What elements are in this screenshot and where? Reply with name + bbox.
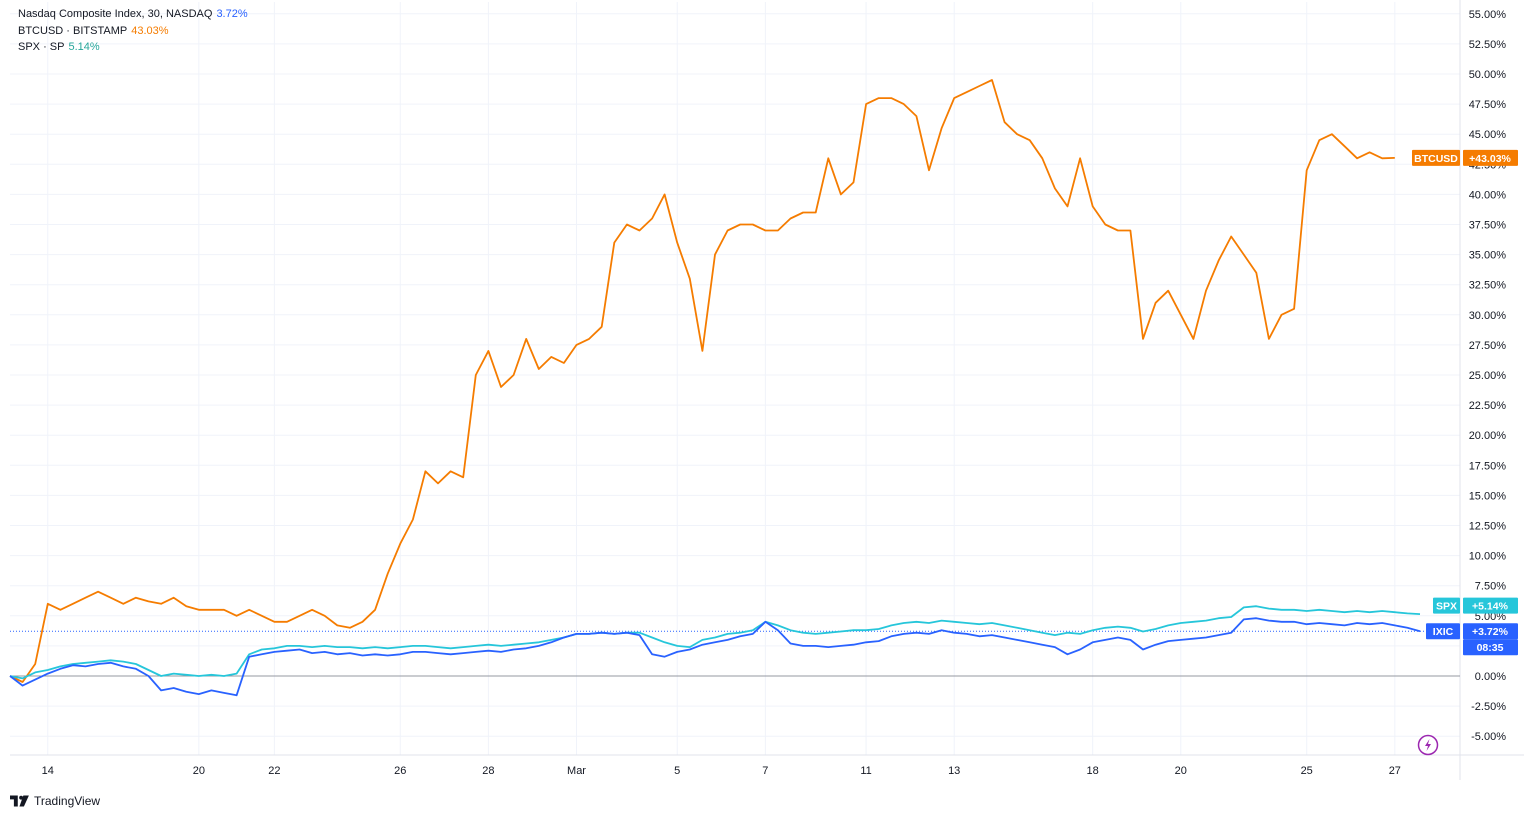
- series-name-tag: [1433, 597, 1460, 614]
- series-name-tag-text: SPX: [1436, 601, 1457, 613]
- value-tag: [1463, 597, 1518, 614]
- x-tick-label: 26: [394, 765, 406, 777]
- countdown-tag-text: 08:35: [1477, 642, 1504, 654]
- tradingview-logo-icon: [10, 795, 29, 807]
- countdown-tag: [1463, 639, 1518, 656]
- value-tag-text: +5.14%: [1472, 601, 1509, 613]
- price-tag-spx: SPX +5.14%: [1433, 597, 1518, 614]
- x-axis[interactable]: 14 20 22 26 28 Mar 5 7 11 13 18 20 25 27: [42, 765, 1401, 777]
- y-tick-label: 47.50%: [1469, 99, 1507, 111]
- x-tick-label: 22: [268, 765, 280, 777]
- brand-name: TradingView: [34, 794, 101, 808]
- value-tag: [1463, 623, 1518, 640]
- legend-value: 5.14%: [68, 41, 100, 53]
- x-tick-label: Mar: [567, 765, 586, 777]
- x-tick-label: 5: [674, 765, 680, 777]
- legend-value: 43.03%: [131, 24, 169, 37]
- x-tick-label: 13: [948, 765, 960, 777]
- y-tick-label: 50.00%: [1469, 69, 1507, 81]
- x-tick-label: 28: [482, 765, 494, 777]
- price-tags: BTCUSD +43.03% SPX +5.14% IXIC +3.72% 08:35: [1412, 149, 1518, 656]
- x-tick-label: 11: [860, 765, 871, 777]
- y-tick-label: 37.50%: [1469, 220, 1507, 232]
- series-name-tag: [1426, 623, 1460, 640]
- y-tick-label: 15.00%: [1469, 490, 1507, 502]
- lightning-icon[interactable]: [1417, 734, 1439, 756]
- y-tick-label: 52.50%: [1469, 39, 1507, 51]
- price-tag-btc: BTCUSD +43.03%: [1412, 149, 1518, 166]
- value-tag-text: +43.03%: [1469, 153, 1511, 165]
- value-tag: [1463, 149, 1518, 166]
- legend-label: Nasdaq Composite Index, 30, NASDAQ: [18, 8, 213, 20]
- y-tick-label: 55.00%: [1469, 9, 1507, 21]
- price-tag-ixic: IXIC +3.72% 08:35: [1426, 623, 1518, 656]
- legend-item-ixic[interactable]: Nasdaq Composite Index, 30, NASDAQ 3.72%: [18, 6, 248, 23]
- y-tick-label: 45.00%: [1469, 129, 1507, 141]
- y-tick-label: 5.00%: [1475, 611, 1506, 623]
- y-tick-label: 20.00%: [1469, 430, 1507, 442]
- y-tick-label: 27.50%: [1469, 340, 1507, 352]
- y-axis[interactable]: 55.00%52.50%50.00%47.50%45.00%42.50%40.0…: [1469, 9, 1507, 743]
- y-tick-label: 7.50%: [1475, 581, 1506, 593]
- y-tick-label: -5.00%: [1471, 731, 1506, 743]
- grid: [10, 2, 1460, 755]
- x-tick-label: 25: [1301, 765, 1313, 777]
- x-tick-label: 20: [193, 765, 205, 777]
- series-line-ixic[interactable]: [9, 617, 1421, 697]
- series-line-btcusd[interactable]: [9, 79, 1395, 683]
- series-line-spx[interactable]: [9, 605, 1421, 680]
- y-tick-label: -2.50%: [1471, 701, 1506, 713]
- zero-baseline: [10, 630, 1460, 677]
- y-tick-label: 25.00%: [1469, 370, 1507, 382]
- legend-item-spx[interactable]: SPX · SP 5.14%: [18, 39, 248, 56]
- series-name-tag-text: IXIC: [1433, 626, 1454, 638]
- series-name-tag: [1412, 149, 1460, 166]
- y-tick-label: 32.50%: [1469, 280, 1507, 292]
- legend-value: 3.72%: [216, 8, 248, 20]
- chart-legend: Nasdaq Composite Index, 30, NASDAQ 3.72% …: [18, 6, 248, 56]
- legend-label: SPX · SP: [18, 41, 65, 53]
- x-tick-label: 14: [42, 765, 54, 777]
- y-tick-label: 17.50%: [1469, 460, 1507, 472]
- x-tick-label: 7: [762, 765, 768, 777]
- y-tick-label: 30.00%: [1469, 310, 1507, 322]
- y-tick-label: 35.00%: [1469, 250, 1507, 262]
- x-tick-label: 18: [1087, 765, 1099, 777]
- legend-item-btcusd[interactable]: BTCUSD · BITSTAMP 43.03%: [18, 23, 248, 40]
- y-tick-label: 0.00%: [1475, 671, 1506, 683]
- y-tick-label: 10.00%: [1469, 551, 1507, 563]
- x-tick-label: 27: [1389, 765, 1401, 777]
- value-tag-text: +3.72%: [1472, 626, 1509, 638]
- series-lines[interactable]: [9, 79, 1421, 697]
- y-tick-label: 22.50%: [1469, 400, 1507, 412]
- legend-label: BTCUSD · BITSTAMP: [18, 24, 128, 37]
- y-tick-label: 12.50%: [1469, 521, 1507, 533]
- series-name-tag-text: BTCUSD: [1414, 153, 1458, 165]
- x-tick-label: 20: [1175, 765, 1187, 777]
- y-tick-label: 40.00%: [1469, 189, 1507, 201]
- tradingview-footer[interactable]: TradingView: [10, 794, 100, 808]
